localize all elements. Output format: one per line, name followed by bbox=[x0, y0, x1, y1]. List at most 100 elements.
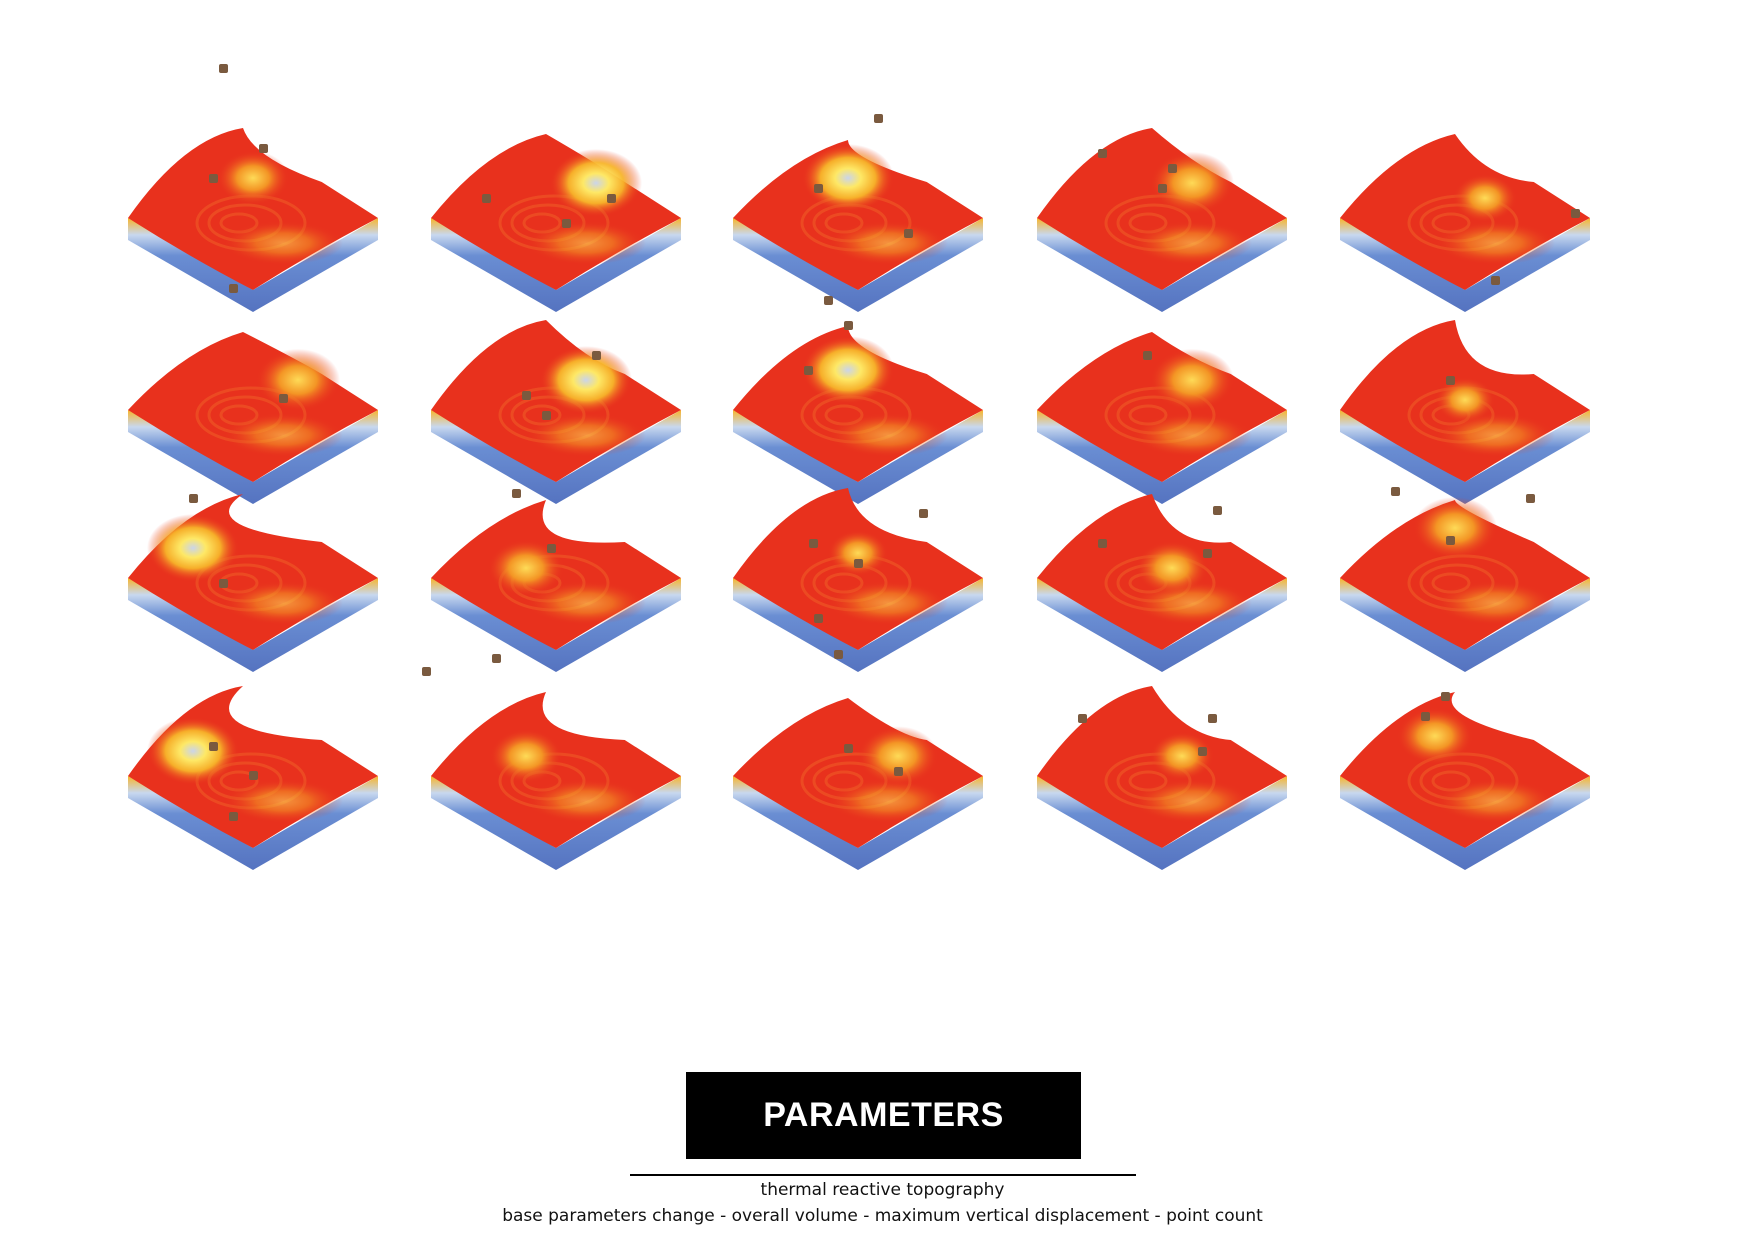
tile-surface bbox=[1340, 692, 1590, 848]
tile-side-left bbox=[1340, 578, 1465, 672]
tile-side-right bbox=[253, 578, 378, 672]
thermal-peak bbox=[147, 514, 239, 582]
attractor-point bbox=[1571, 209, 1580, 218]
topography-tile bbox=[431, 489, 681, 672]
attractor-point bbox=[542, 411, 551, 420]
thermal-peak bbox=[488, 539, 564, 597]
tile-surface bbox=[1037, 128, 1287, 290]
tile-side-right bbox=[1162, 218, 1287, 312]
attractor-point bbox=[547, 544, 556, 553]
tile-side-right bbox=[1465, 578, 1590, 672]
attractor-point bbox=[1446, 536, 1455, 545]
topography-tile bbox=[1037, 494, 1287, 672]
topography-tile bbox=[733, 114, 983, 312]
thermal-peak bbox=[1150, 348, 1234, 412]
attractor-point bbox=[814, 184, 823, 193]
topography-tile bbox=[431, 134, 681, 312]
attractor-point bbox=[229, 812, 238, 821]
attractor-point bbox=[1208, 714, 1217, 723]
attractor-point bbox=[259, 144, 268, 153]
topography-tile bbox=[1037, 332, 1287, 504]
warm-zone bbox=[1435, 413, 1555, 457]
warm-zone bbox=[828, 581, 948, 625]
tile-surface bbox=[1037, 332, 1287, 482]
attractor-point bbox=[592, 351, 601, 360]
thermal-peak bbox=[858, 726, 938, 786]
thermal-peak bbox=[1150, 151, 1234, 215]
attractor-point bbox=[894, 767, 903, 776]
tile-side-right bbox=[556, 410, 681, 504]
tile-side-left bbox=[733, 776, 858, 870]
attractor-point bbox=[209, 742, 218, 751]
thermal-peak bbox=[1435, 377, 1495, 423]
attractor-point bbox=[1421, 712, 1430, 721]
attractor-point bbox=[522, 391, 531, 400]
thermal-peak bbox=[550, 149, 642, 217]
topography-tile bbox=[1037, 686, 1287, 870]
attractor-point bbox=[229, 284, 238, 293]
tile-surface bbox=[1340, 500, 1590, 650]
subtitle: thermal reactive topography bbox=[760, 1180, 1005, 1200]
tile-surface bbox=[733, 698, 983, 848]
thermal-peak bbox=[802, 336, 894, 404]
attractor-point bbox=[844, 321, 853, 330]
topography-tile bbox=[1340, 276, 1590, 504]
warm-zone bbox=[1132, 779, 1252, 823]
warm-zone bbox=[526, 779, 646, 823]
thermal-peak bbox=[1453, 173, 1517, 223]
topography-tile bbox=[128, 64, 378, 312]
warm-zone bbox=[1435, 581, 1555, 625]
tile-side-right bbox=[858, 578, 983, 672]
topography-grid bbox=[128, 64, 1590, 870]
attractor-point bbox=[279, 394, 288, 403]
attractor-point bbox=[482, 194, 491, 203]
tile-side-left bbox=[431, 776, 556, 870]
topography-tile bbox=[431, 320, 681, 504]
attractor-point bbox=[219, 579, 228, 588]
thermal-peak bbox=[490, 729, 562, 783]
attractor-point bbox=[209, 174, 218, 183]
attractor-point bbox=[1203, 549, 1212, 558]
topography-tile bbox=[128, 686, 378, 870]
attractor-point bbox=[1213, 506, 1222, 515]
warm-zone bbox=[828, 779, 948, 823]
warm-zone bbox=[223, 581, 343, 625]
attractor-point bbox=[1198, 747, 1207, 756]
tile-side-right bbox=[1465, 218, 1590, 312]
attractor-point bbox=[809, 539, 818, 548]
attractor-point bbox=[607, 194, 616, 203]
topography-tile bbox=[128, 494, 378, 672]
attractor-point bbox=[834, 650, 843, 659]
tile-side-left bbox=[128, 410, 253, 504]
tile-side-left bbox=[1037, 578, 1162, 672]
attractor-point bbox=[249, 771, 258, 780]
attractor-point bbox=[189, 494, 198, 503]
tile-side-right bbox=[858, 776, 983, 870]
attractor-point bbox=[1098, 539, 1107, 548]
thermal-peak bbox=[1150, 731, 1214, 781]
tile-side-right bbox=[1162, 578, 1287, 672]
tile-side-left bbox=[128, 776, 253, 870]
attractor-point bbox=[854, 559, 863, 568]
warm-zone bbox=[526, 581, 646, 625]
topography-tile bbox=[1340, 134, 1590, 312]
warm-zone bbox=[223, 413, 343, 457]
tile-side-left bbox=[1340, 218, 1465, 312]
topography-tile bbox=[733, 488, 983, 672]
attractor-point bbox=[1098, 149, 1107, 158]
tile-side-right bbox=[556, 776, 681, 870]
warm-zone bbox=[526, 413, 646, 457]
thermal-peak bbox=[828, 530, 888, 576]
tile-side-left bbox=[1037, 410, 1162, 504]
tile-side-right bbox=[253, 776, 378, 870]
warm-zone bbox=[223, 779, 343, 823]
tile-side-left bbox=[1037, 218, 1162, 312]
thermal-peak bbox=[147, 717, 239, 785]
warm-zone bbox=[223, 221, 343, 265]
tile-side-left bbox=[733, 218, 858, 312]
title-divider bbox=[630, 1174, 1136, 1176]
description: base parameters change - overall volume … bbox=[502, 1206, 1263, 1226]
page-title: PARAMETERS bbox=[686, 1072, 1081, 1159]
topography-tile bbox=[128, 332, 378, 504]
tile-side-right bbox=[1162, 776, 1287, 870]
